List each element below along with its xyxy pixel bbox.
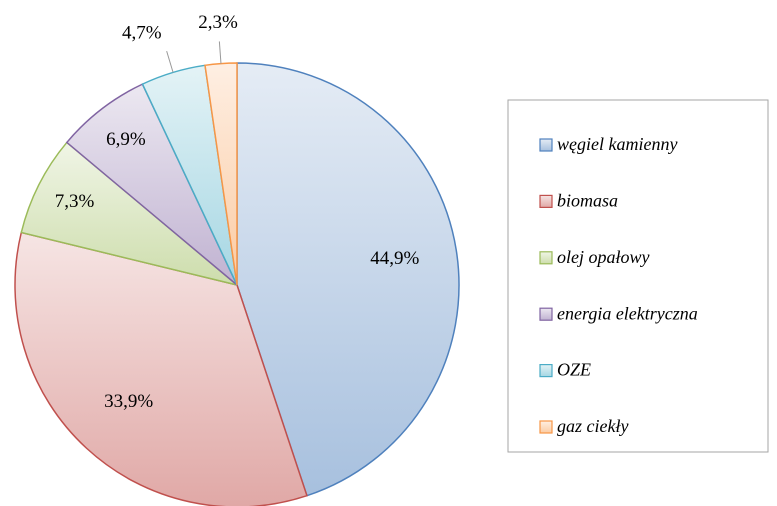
legend-swatch [539,251,553,265]
legend-box [507,99,769,453]
pie-slice [204,62,238,286]
legend-swatch [539,420,553,434]
pie-slice [236,62,460,497]
data-label: 2,3% [198,12,238,33]
legend-label: gaz ciekły [557,416,628,436]
data-label: 7,3% [55,191,95,212]
pie-slice [14,231,308,506]
leader-line [218,41,222,64]
data-label: 33,9% [104,391,153,412]
leader-line [166,51,174,73]
legend-swatch [539,307,553,321]
legend-label: węgiel kamienny [557,134,677,154]
legend-swatch [539,138,553,152]
data-label: 4,7% [122,23,162,44]
legend-label: biomasa [557,191,618,211]
data-label: 6,9% [106,129,146,150]
legend-label: energia elektryczna [557,303,698,323]
pie-slice [20,141,238,286]
legend-swatch [539,364,553,378]
legend-swatch [539,194,553,208]
legend-label: OZE [557,360,591,380]
legend-label: olej opałowy [557,247,650,267]
data-label: 44,9% [370,248,419,269]
